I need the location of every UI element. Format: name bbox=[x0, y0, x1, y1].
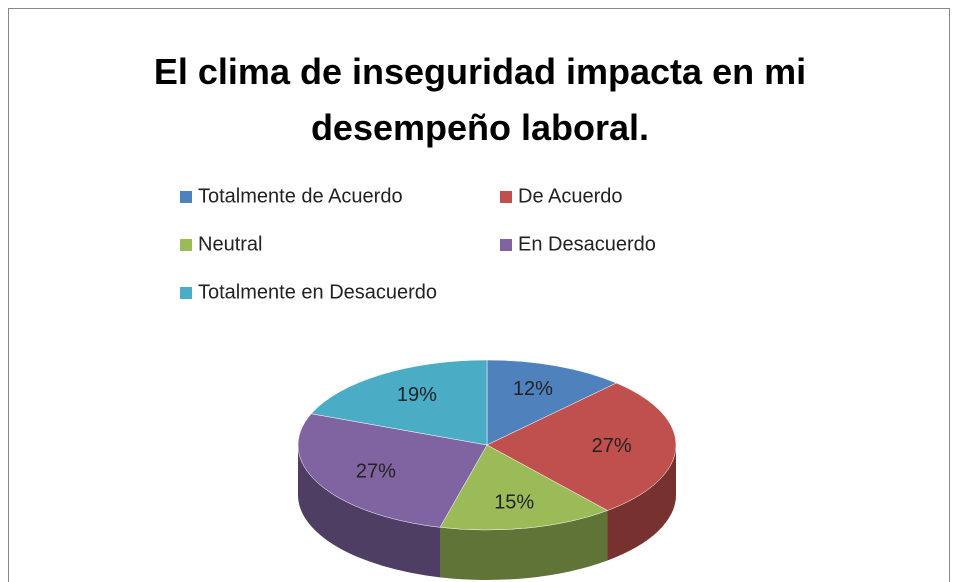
legend-label: Totalmente en Desacuerdo bbox=[198, 281, 437, 303]
legend-label: De Acuerdo bbox=[518, 185, 623, 207]
legend-label: Neutral bbox=[198, 233, 262, 255]
data-label: 19% bbox=[397, 384, 437, 406]
slice-side bbox=[439, 510, 608, 580]
slice-side bbox=[607, 445, 676, 561]
legend-label: En Desacuerdo bbox=[518, 233, 656, 255]
data-label: 12% bbox=[513, 378, 553, 400]
data-label: 27% bbox=[592, 435, 632, 457]
slice bbox=[486, 359, 617, 446]
slice bbox=[486, 382, 677, 511]
legend-swatch bbox=[180, 287, 192, 299]
chart-frame bbox=[8, 8, 950, 582]
data-label: 27% bbox=[356, 460, 396, 482]
legend-swatch bbox=[500, 239, 512, 251]
legend-label: Totalmente de Acuerdo bbox=[198, 185, 403, 207]
chart-title: El clima de inseguridad impacta en mi de… bbox=[153, 51, 807, 148]
slice bbox=[297, 413, 488, 528]
slice-side bbox=[298, 445, 440, 578]
slice bbox=[439, 444, 609, 531]
data-label: 15% bbox=[494, 491, 534, 513]
legend-swatch bbox=[180, 191, 192, 203]
legend-swatch bbox=[180, 239, 192, 251]
legend-swatch bbox=[500, 191, 512, 203]
slice bbox=[310, 359, 488, 446]
